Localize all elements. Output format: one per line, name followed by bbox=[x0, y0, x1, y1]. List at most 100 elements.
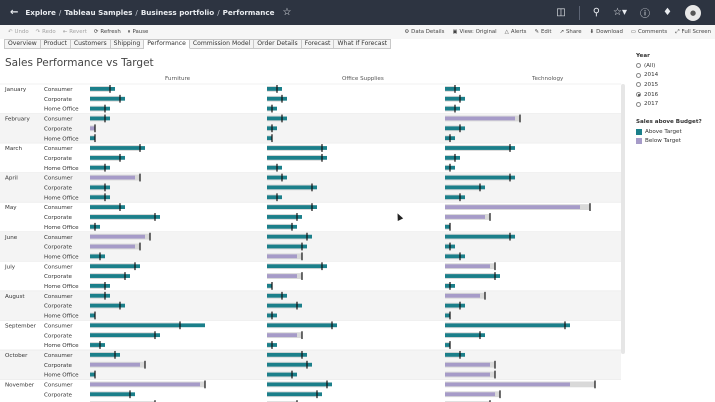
sales-bar bbox=[90, 234, 145, 239]
tab-customers[interactable]: Customers bbox=[70, 39, 111, 49]
month-label: July bbox=[4, 264, 16, 270]
tab-what-if-forecast[interactable]: What If Forecast bbox=[334, 39, 392, 49]
sales-bar bbox=[267, 205, 317, 209]
search-icon[interactable]: ⚲ bbox=[592, 7, 601, 18]
sales-bar bbox=[90, 106, 110, 111]
segment-label: Corporate bbox=[44, 333, 73, 339]
sales-bar bbox=[445, 87, 460, 91]
download-button[interactable]: ⬇ Download bbox=[590, 29, 623, 35]
sales-bar bbox=[445, 234, 515, 239]
tab-order-details[interactable]: Order Details bbox=[254, 39, 302, 49]
legend-swatch bbox=[636, 138, 642, 145]
target-marker bbox=[99, 341, 101, 349]
tab-forecast[interactable]: Forecast bbox=[301, 39, 335, 49]
target-marker bbox=[119, 301, 121, 310]
revert-button[interactable]: ⇤ Revert bbox=[63, 29, 87, 35]
month-label: February bbox=[5, 117, 30, 123]
sales-bar bbox=[90, 155, 125, 160]
data-details-button[interactable]: ⚙ Data Details bbox=[404, 29, 444, 35]
edit-button[interactable]: ✎ Edit bbox=[534, 29, 551, 35]
segment-label: Corporate bbox=[44, 245, 73, 251]
sales-bar bbox=[90, 333, 160, 338]
year-option[interactable]: 2015 bbox=[636, 80, 702, 90]
sales-bar bbox=[267, 96, 287, 101]
alerts-button[interactable]: △ Alerts bbox=[505, 29, 527, 35]
share-button[interactable]: ↗ Share bbox=[559, 29, 581, 35]
breadcrumb-business-portfolio[interactable]: Business portfolio bbox=[140, 8, 215, 17]
target-marker bbox=[114, 350, 116, 359]
sales-bar bbox=[445, 185, 485, 190]
target-marker bbox=[479, 183, 481, 192]
year-option[interactable]: 2017 bbox=[636, 99, 702, 109]
view-original-button[interactable]: ▣ View: Original bbox=[452, 29, 496, 35]
sales-bar bbox=[267, 195, 282, 200]
sales-bar bbox=[267, 215, 302, 219]
comments-button[interactable]: ▭ Comments bbox=[631, 29, 667, 35]
column-header-office-supplies: Office Supplies bbox=[342, 76, 384, 82]
sales-bar bbox=[267, 372, 297, 377]
full-screen-button[interactable]: ⤢ Full Screen bbox=[675, 29, 711, 36]
sales-bar bbox=[445, 382, 570, 387]
breadcrumb-tableau-samples[interactable]: Tableau Samples bbox=[64, 8, 133, 17]
year-option[interactable]: (All) bbox=[636, 61, 702, 71]
legend-item[interactable]: Below Target bbox=[636, 137, 702, 147]
target-marker bbox=[306, 360, 308, 369]
toolbar-button-label: Pause bbox=[132, 28, 149, 35]
segment-label: Home Office bbox=[44, 314, 79, 320]
sales-bar bbox=[267, 185, 317, 190]
radio-button-icon[interactable] bbox=[636, 92, 641, 98]
sales-bar bbox=[267, 392, 322, 397]
sales-bar bbox=[267, 146, 327, 150]
tab-product[interactable]: Product bbox=[40, 39, 71, 49]
sales-bar bbox=[90, 313, 95, 318]
target-marker bbox=[321, 262, 323, 271]
month-label: September bbox=[5, 323, 37, 329]
radio-button-icon[interactable] bbox=[636, 82, 641, 88]
star-dropdown-icon[interactable]: ☆▾ bbox=[613, 7, 628, 18]
sales-bar bbox=[267, 352, 307, 357]
target-marker bbox=[494, 272, 496, 280]
sheet-title: Sales Performance vs Target bbox=[5, 57, 154, 69]
radio-button-icon[interactable] bbox=[636, 101, 641, 107]
database-icon[interactable]: ◫ bbox=[556, 7, 566, 18]
sales-bar bbox=[445, 224, 450, 229]
month-label: November bbox=[5, 383, 35, 389]
star-icon[interactable]: ☆ bbox=[282, 7, 292, 18]
vertical-scrollbar[interactable] bbox=[621, 84, 625, 354]
sales-bar bbox=[267, 293, 287, 298]
year-option[interactable]: 2014 bbox=[636, 71, 702, 81]
target-marker bbox=[179, 321, 181, 330]
segment-label: Home Office bbox=[44, 166, 79, 172]
year-option[interactable]: 2016 bbox=[636, 90, 702, 100]
sales-bar bbox=[445, 343, 450, 347]
radio-button-icon[interactable] bbox=[636, 72, 641, 78]
view-toolbar: ↶ Undo ↷ Redo ⇤ Revert ⟳ Refresh ⏸ Pause ⚙ Data De… bbox=[0, 25, 715, 39]
back-arrow-icon[interactable]: ← bbox=[10, 7, 19, 18]
user-avatar[interactable]: ● bbox=[685, 4, 701, 21]
help-icon[interactable]: ⓘ bbox=[640, 9, 651, 20]
sales-bar bbox=[445, 362, 490, 367]
sales-bar bbox=[267, 136, 272, 141]
target-marker bbox=[479, 331, 481, 340]
budget-legend-title: Sales above Budget? bbox=[636, 118, 702, 125]
redo-button[interactable]: ↷ Redo bbox=[36, 29, 56, 35]
target-marker bbox=[454, 153, 456, 162]
radio-button-icon[interactable] bbox=[636, 63, 641, 69]
legend-item[interactable]: Above Target bbox=[636, 127, 702, 137]
target-marker bbox=[301, 252, 303, 261]
segment-label: Corporate bbox=[44, 392, 73, 398]
refresh-button[interactable]: ⟳ Refresh bbox=[94, 29, 121, 35]
segment-label: Home Office bbox=[44, 136, 79, 142]
breadcrumb-explore[interactable]: Explore bbox=[25, 8, 56, 17]
tab-commission-model[interactable]: Commission Model bbox=[189, 39, 255, 49]
pause-button[interactable]: ⏸ Pause bbox=[128, 29, 149, 36]
undo-button[interactable]: ↶ Undo bbox=[8, 29, 29, 35]
tab-performance[interactable]: Performance bbox=[144, 39, 190, 49]
sales-bar bbox=[445, 254, 465, 259]
target-marker bbox=[509, 144, 511, 152]
tab-shipping[interactable]: Shipping bbox=[110, 39, 145, 49]
bell-icon[interactable]: ♦ bbox=[663, 7, 672, 18]
tab-overview[interactable]: Overview bbox=[4, 39, 41, 49]
segment-label: Corporate bbox=[44, 97, 73, 103]
sales-bar bbox=[445, 264, 490, 269]
